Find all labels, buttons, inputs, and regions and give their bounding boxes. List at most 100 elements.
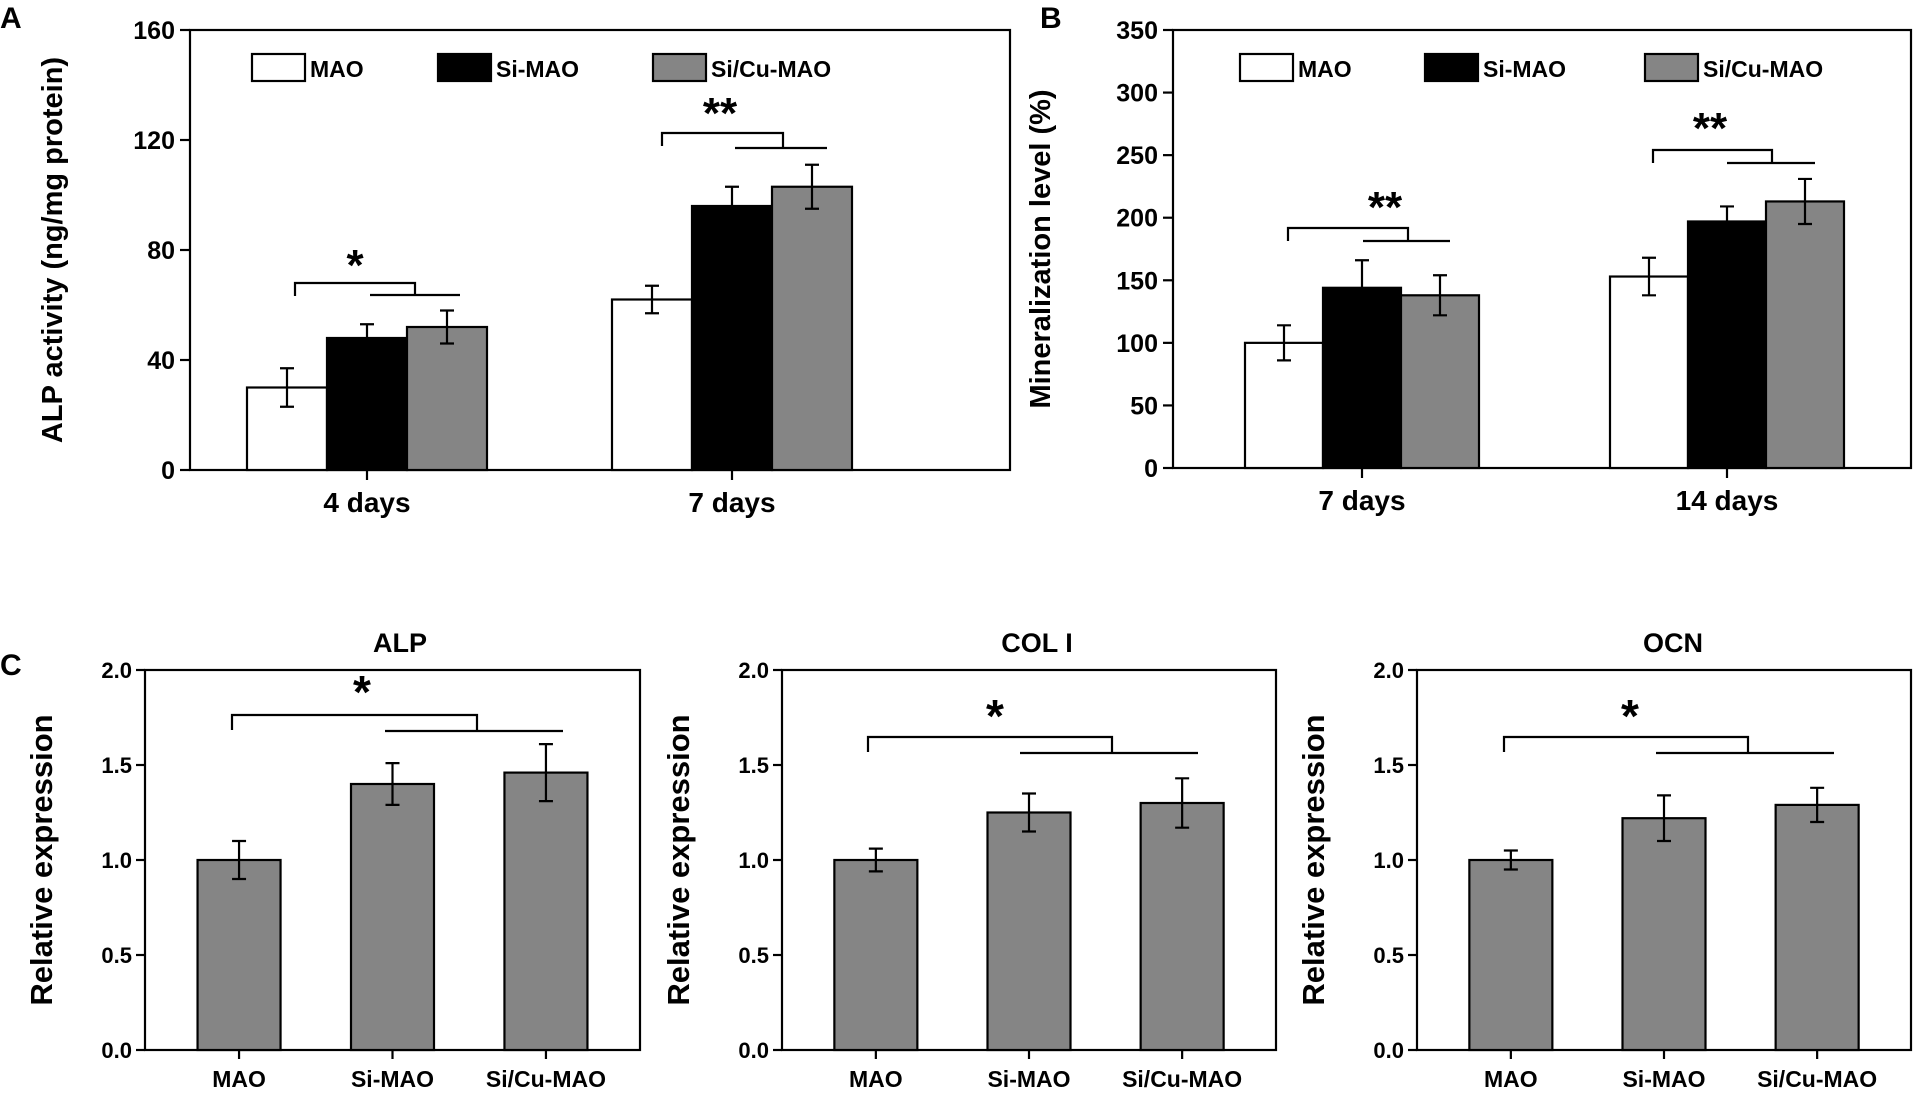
significance-asterisk: * [1621, 690, 1639, 742]
bar [1399, 294, 1481, 470]
bar [770, 185, 854, 472]
legend-swatch [1423, 52, 1480, 83]
x-category-label: Si-MAO [1622, 1066, 1705, 1092]
significance-bracket [1502, 735, 1750, 753]
panel-letter-a: A [0, 2, 22, 35]
error-bar [1355, 259, 1369, 317]
significance-asterisk: * [986, 690, 1004, 742]
y-tick-label: 200 [1116, 205, 1158, 233]
error-bar [538, 743, 553, 803]
significance-asterisk: * [353, 666, 371, 718]
y-tick-label: 1.0 [101, 848, 132, 873]
y-axis-label: Relative expression [661, 714, 696, 1005]
error-bar [1022, 792, 1036, 833]
y-tick-label: 50 [1130, 392, 1158, 420]
chart-title: COL I [1001, 628, 1073, 658]
y-axis-label: Mineralization level (%) [1025, 89, 1057, 408]
chart-title: ALP [373, 628, 427, 658]
legend-label: Si/Cu-MAO [711, 56, 831, 82]
significance-asterisk: * [346, 241, 364, 290]
significance-bracket [293, 281, 417, 296]
plot-frame [1171, 28, 1913, 470]
error-bar [645, 284, 659, 315]
error-bar [280, 367, 294, 408]
error-bar [1503, 849, 1518, 871]
legend-label: Si-MAO [1483, 56, 1566, 82]
y-tick-label: 250 [1116, 142, 1158, 170]
bar [1621, 817, 1707, 1052]
x-category-label: Si-MAO [351, 1066, 434, 1092]
error-bar [805, 163, 819, 210]
y-tick-label: 1.0 [738, 848, 769, 873]
bar [196, 858, 282, 1052]
bar [1139, 801, 1225, 1052]
chart-alp-expression: ALP 0.0 0.5 1.0 1.5 2.0 Relative expression MAO… [24, 628, 642, 1092]
x-category-label: Si-MAO [987, 1066, 1070, 1092]
legend-swatch [651, 52, 708, 83]
bar [1321, 286, 1403, 470]
error-bar [1642, 256, 1656, 297]
y-tick-label: 0.5 [738, 943, 769, 968]
bar [1468, 858, 1554, 1052]
bar [690, 204, 774, 472]
y-tick-label: 160 [133, 17, 175, 45]
bar [986, 811, 1072, 1052]
x-category-label: 4 days [323, 487, 410, 518]
error-bar [385, 762, 400, 806]
y-tick-label: 2.0 [1373, 658, 1404, 683]
y-axis-label: ALP activity (ng/mg protein) [37, 57, 69, 443]
legend-label: MAO [310, 56, 364, 82]
y-tick-label: 0 [1144, 455, 1158, 483]
y-tick-label: 0 [161, 457, 175, 485]
legend-swatch [250, 52, 307, 83]
x-category-label: 14 days [1676, 485, 1779, 516]
x-category-label: Si/Cu-MAO [1122, 1066, 1242, 1092]
y-axis-label: Relative expression [24, 714, 59, 1005]
bar [405, 325, 489, 472]
significance-bracket [230, 713, 479, 731]
legend-label: MAO [1298, 56, 1352, 82]
significance-bracket [1286, 226, 1410, 241]
x-category-label: 7 days [1318, 485, 1405, 516]
y-axis-label: Relative expression [1296, 714, 1331, 1005]
significance-bracket [660, 131, 785, 148]
panel-letter-b: B [1040, 2, 1062, 35]
chart-title: OCN [1643, 628, 1703, 658]
y-tick-label: 100 [1116, 330, 1158, 358]
x-category-label: MAO [849, 1066, 903, 1092]
y-tick-label: 0.0 [738, 1038, 769, 1063]
y-tick-label: 1.5 [738, 753, 769, 778]
error-bar [1810, 786, 1825, 824]
significance-bracket [1651, 148, 1774, 163]
legend-swatch [1643, 52, 1700, 83]
chart-col-i-expression: COL I 0.0 0.5 1.0 1.5 2.0 Relative expression M… [661, 628, 1278, 1092]
y-tick-label: 120 [133, 127, 175, 155]
bar [1774, 803, 1860, 1052]
error-bar [440, 309, 454, 345]
significance-asterisk: ** [1368, 183, 1403, 232]
x-category-label: MAO [212, 1066, 266, 1092]
chart-alp-activity: 0 40 80 120 160 ALP activity (ng/mg protein) 4… [37, 17, 1012, 518]
significance-asterisk: ** [1693, 104, 1728, 153]
error-bar [1277, 324, 1291, 362]
significance-asterisk: ** [703, 89, 738, 138]
error-bar [725, 185, 739, 227]
y-tick-label: 0.5 [1373, 943, 1404, 968]
significance-bracket [866, 735, 1114, 753]
y-tick-label: 150 [1116, 267, 1158, 295]
y-tick-label: 0.0 [101, 1038, 132, 1063]
error-bar [1657, 794, 1671, 843]
chart-ocn-expression: OCN 0.0 0.5 1.0 1.5 2.0 Relative expression MAO… [1296, 628, 1913, 1092]
y-tick-label: 1.5 [1373, 753, 1404, 778]
bar [610, 298, 694, 472]
y-tick-label: 2.0 [101, 658, 132, 683]
y-tick-label: 1.0 [1373, 848, 1404, 873]
bar [325, 336, 409, 472]
bar [1764, 200, 1846, 470]
bar [1608, 275, 1690, 470]
y-tick-label: 0.5 [101, 943, 132, 968]
legend-label: Si/Cu-MAO [1703, 56, 1823, 82]
legend-swatch [436, 52, 493, 83]
error-bar [1798, 177, 1812, 226]
